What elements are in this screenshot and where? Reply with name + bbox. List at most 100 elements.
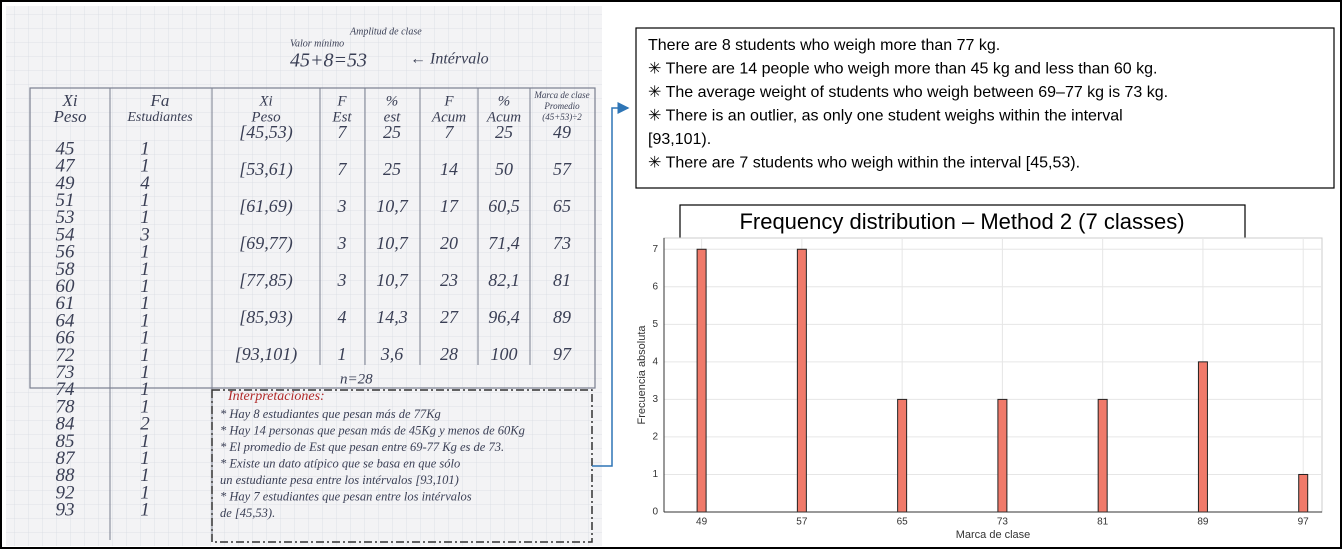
total: n=28 (340, 371, 373, 387)
summary-line: ✳ The average weight of students who wei… (648, 84, 1168, 101)
interpretation: de [45,53). (220, 506, 275, 520)
x-tick-label: 89 (1197, 517, 1209, 528)
cell: 50 (495, 159, 513, 179)
cell: 89 (553, 307, 571, 327)
summary-line: [93,101). (648, 131, 711, 148)
cell: 81 (553, 270, 571, 290)
cell: 25 (383, 122, 401, 142)
cell: 71,4 (488, 233, 520, 253)
cell: 25 (495, 122, 513, 142)
cell: 3,6 (380, 344, 404, 364)
summary-line: ✳ There is an outlier, as only one stude… (648, 108, 1123, 125)
cell: [61,69) (239, 196, 293, 217)
cell: 20 (440, 233, 458, 253)
header: (45+53)÷2 (542, 112, 582, 122)
cell: [85,93) (239, 307, 293, 328)
cell: 100 (491, 344, 518, 364)
header: F (443, 93, 454, 109)
cell: 97 (553, 344, 572, 364)
cell: 10,7 (376, 196, 409, 216)
y-tick-label: 0 (652, 507, 658, 518)
cell: 60,5 (488, 196, 520, 216)
x-tick-label: 49 (696, 517, 708, 528)
x-tick-label: 57 (796, 517, 808, 528)
y-tick-label: 1 (652, 469, 658, 480)
cell: 49 (553, 122, 571, 142)
cell: 4 (338, 307, 347, 327)
y-tick-label: 6 (652, 281, 658, 292)
bar (697, 249, 706, 512)
header: Fa (150, 91, 170, 110)
cell: 7 (338, 159, 348, 179)
interpretation: * Hay 8 estudiantes que pesan más de 77K… (220, 407, 441, 421)
header: F (336, 93, 347, 109)
cell: 10,7 (376, 233, 409, 253)
cell: 1 (338, 344, 347, 364)
x-tick-label: 65 (897, 517, 909, 528)
bar (1198, 362, 1207, 512)
summary-line: There are 8 students who weigh more than… (648, 37, 1000, 54)
cell: 57 (553, 159, 572, 179)
page: Valor mínimo Amplitud de clase 45+8=53 ←… (0, 0, 1342, 549)
note: Amplitud de clase (349, 26, 422, 37)
cell: 96,4 (488, 307, 520, 327)
chart-title: Frequency distribution – Method 2 (7 cla… (739, 209, 1184, 234)
cell: 82,1 (488, 270, 520, 290)
header: Peso (52, 107, 86, 126)
bar (797, 249, 806, 512)
cell: 23 (440, 270, 458, 290)
note: Valor mínimo (290, 38, 344, 49)
cell: 14,3 (376, 307, 408, 327)
cell: 3 (337, 196, 347, 216)
y-tick-label: 2 (652, 432, 658, 443)
cell: 93 (56, 500, 75, 521)
cell: [53,61) (239, 159, 293, 180)
formula: 45+8=53 (290, 50, 367, 72)
note: ← Intérvalo (410, 51, 489, 68)
cell: 3 (337, 233, 347, 253)
y-tick-label: 5 (652, 319, 658, 330)
summary-line: ✳ There are 14 people who weigh more tha… (648, 61, 1157, 78)
y-tick-label: 7 (652, 244, 658, 255)
cell: [69,77) (239, 233, 293, 254)
interpretation: * Hay 7 estudiantes que pesan entre los … (220, 489, 472, 503)
cell: 14 (440, 159, 458, 179)
interpretation: * Hay 14 personas que pesan más de 45Kg … (220, 423, 525, 437)
interpretation: * El promedio de Est que pesan entre 69-… (220, 440, 504, 454)
x-axis-label: Marca de clase (956, 529, 1031, 541)
cell: 10,7 (376, 270, 409, 290)
cell: 73 (553, 233, 571, 253)
plot-area (664, 238, 1322, 512)
bar (898, 399, 907, 512)
cell: 17 (440, 196, 459, 216)
cell: 28 (440, 344, 458, 364)
header: Xi (258, 93, 272, 109)
cell: 65 (553, 196, 571, 216)
interpretation: un estudiante pesa entre los intérvalos … (220, 473, 459, 487)
cell: 25 (383, 159, 401, 179)
cell: [93,101) (235, 344, 298, 365)
x-tick-label: 97 (1298, 517, 1310, 528)
bar (998, 399, 1007, 512)
y-axis-label: Frecuencia absoluta (636, 325, 648, 425)
cell: [77,85) (239, 270, 293, 291)
cell: 3 (337, 270, 347, 290)
cell: 27 (440, 307, 459, 327)
interpretation: * Existe un dato atípico que se basa en … (220, 456, 460, 470)
x-tick-label: 81 (1097, 517, 1109, 528)
cell: 1 (140, 500, 150, 521)
bar (1299, 474, 1308, 512)
header: Estudiantes (126, 110, 193, 125)
y-tick-label: 3 (652, 394, 658, 405)
x-tick-label: 73 (997, 517, 1009, 528)
header: % (386, 93, 399, 109)
bar (1098, 399, 1107, 512)
y-tick-label: 4 (652, 357, 658, 368)
cell: 7 (445, 122, 455, 142)
header: Promedio (543, 101, 580, 111)
cell: 7 (338, 122, 348, 142)
cell: [45,53) (239, 122, 293, 143)
header: Marca de clase (533, 90, 589, 100)
interpretations-title: Interpretaciones: (227, 389, 325, 404)
header: % (498, 93, 511, 109)
